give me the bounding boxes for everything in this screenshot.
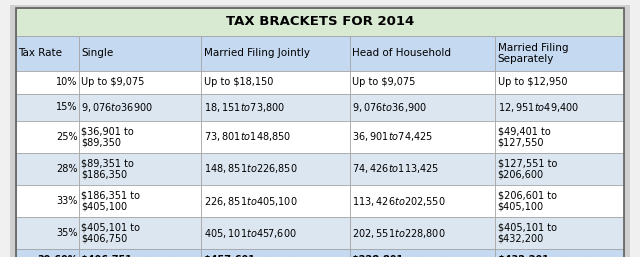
Bar (349, 249, 495, 257)
Bar (201, 153, 349, 185)
Text: $228,801 or more: $228,801 or more (352, 255, 450, 257)
Text: $186,351 to
$405,100: $186,351 to $405,100 (81, 190, 140, 212)
Text: $405,101 to
$432,200: $405,101 to $432,200 (498, 223, 557, 244)
Bar (495, 217, 624, 249)
Bar (79, 71, 201, 94)
Bar (79, 217, 201, 249)
Text: TAX BRACKETS FOR 2014: TAX BRACKETS FOR 2014 (226, 15, 414, 28)
Text: $148,851 to $226,850: $148,851 to $226,850 (204, 162, 297, 176)
Bar (495, 36, 624, 71)
Text: $406,751 or more: $406,751 or more (81, 255, 179, 257)
Bar (495, 71, 624, 94)
Text: $36,901 to $74,425: $36,901 to $74,425 (352, 130, 433, 143)
Bar (16, 8, 624, 36)
Text: Up to $9,075: Up to $9,075 (81, 77, 145, 87)
Text: 35%: 35% (56, 228, 77, 238)
Bar (79, 185, 201, 217)
Bar (79, 249, 201, 257)
Bar (349, 217, 495, 249)
Text: $49,401 to
$127,550: $49,401 to $127,550 (498, 126, 550, 148)
Text: $9,076 to $36900: $9,076 to $36900 (81, 101, 153, 114)
Bar (79, 94, 201, 121)
Bar (16, 153, 79, 185)
Bar (16, 217, 79, 249)
Text: $206,601 to
$405,100: $206,601 to $405,100 (498, 190, 557, 212)
Bar (79, 121, 201, 153)
Text: $405,101 to $457,600: $405,101 to $457,600 (204, 227, 296, 240)
Text: 25%: 25% (56, 132, 77, 142)
Bar (349, 71, 495, 94)
Text: Head of Household: Head of Household (352, 48, 451, 58)
Bar (201, 185, 349, 217)
Bar (201, 121, 349, 153)
Text: 39.60%: 39.60% (37, 255, 77, 257)
Text: $405,101 to
$406,750: $405,101 to $406,750 (81, 223, 140, 244)
Text: $457,601 or more: $457,601 or more (204, 255, 301, 257)
Text: $202,551 to $228,800: $202,551 to $228,800 (352, 227, 446, 240)
Bar (201, 36, 349, 71)
Bar (79, 153, 201, 185)
Bar (16, 185, 79, 217)
Bar (16, 94, 79, 121)
Text: $89,351 to
$186,350: $89,351 to $186,350 (81, 158, 134, 180)
Bar (79, 36, 201, 71)
Bar (495, 185, 624, 217)
Bar (349, 153, 495, 185)
Bar (495, 94, 624, 121)
Text: $36,901 to
$89,350: $36,901 to $89,350 (81, 126, 134, 148)
Text: $9,076 to $36,900: $9,076 to $36,900 (352, 101, 428, 114)
Bar (495, 153, 624, 185)
Text: Married Filing Jointly: Married Filing Jointly (204, 48, 310, 58)
Bar (201, 249, 349, 257)
Text: 28%: 28% (56, 164, 77, 174)
Bar (16, 36, 79, 71)
Text: $432,201 or more: $432,201 or more (498, 255, 595, 257)
Text: $226,851 to $405,100: $226,851 to $405,100 (204, 195, 297, 208)
Bar (201, 94, 349, 121)
Bar (495, 121, 624, 153)
Text: 10%: 10% (56, 77, 77, 87)
Text: 15%: 15% (56, 102, 77, 112)
Bar (16, 121, 79, 153)
Text: Married Filing
Separately: Married Filing Separately (498, 42, 568, 64)
Bar (349, 36, 495, 71)
Text: $12,951 to $49,400: $12,951 to $49,400 (498, 101, 579, 114)
Text: $113,426 to $202,550: $113,426 to $202,550 (352, 195, 446, 208)
Text: $74,426 to $113,425: $74,426 to $113,425 (352, 162, 440, 176)
Text: 33%: 33% (56, 196, 77, 206)
Text: $127,551 to
$206,600: $127,551 to $206,600 (498, 158, 557, 180)
Bar (201, 217, 349, 249)
Bar (16, 71, 79, 94)
Text: Up to $9,075: Up to $9,075 (352, 77, 415, 87)
Text: Tax Rate: Tax Rate (19, 48, 63, 58)
Bar (349, 121, 495, 153)
Bar (349, 185, 495, 217)
Text: Single: Single (81, 48, 113, 58)
Bar (201, 71, 349, 94)
Text: Up to $12,950: Up to $12,950 (498, 77, 567, 87)
Text: Up to $18,150: Up to $18,150 (204, 77, 273, 87)
Text: $73,801 to $148,850: $73,801 to $148,850 (204, 130, 291, 143)
Text: $18,151 to $73,800: $18,151 to $73,800 (204, 101, 285, 114)
Bar (495, 249, 624, 257)
Bar (16, 249, 79, 257)
Bar (349, 94, 495, 121)
